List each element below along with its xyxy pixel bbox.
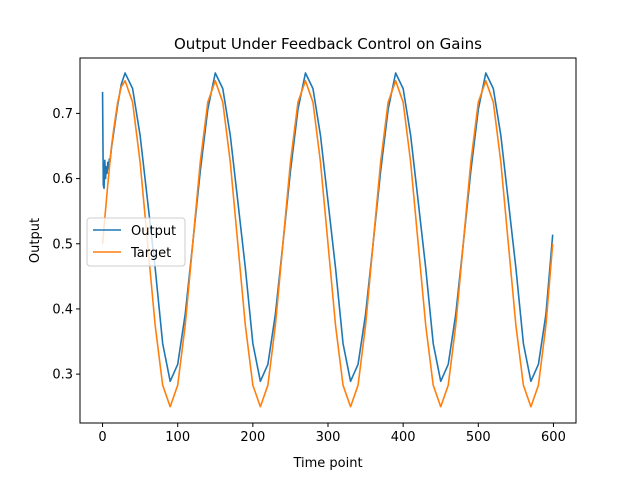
x-axis-label: Time point — [292, 456, 362, 471]
legend-label-target: Target — [130, 246, 171, 261]
y-tick-label: 0.5 — [52, 237, 73, 252]
y-tick-label: 0.6 — [52, 172, 73, 187]
chart-title: Output Under Feedback Control on Gains — [174, 35, 482, 53]
axis-ticks: 0 100 200 300 400 500 600 0.3 0.4 0.5 0.6 0.7 — [52, 107, 566, 445]
series-line-target — [101, 80, 554, 408]
x-tick-label: 200 — [240, 430, 265, 445]
x-tick-label: 400 — [391, 430, 416, 445]
x-tick-label: 300 — [316, 430, 341, 445]
legend: Output Target — [86, 217, 186, 267]
y-tick-label: 0.4 — [52, 302, 73, 317]
x-tick-label: 600 — [541, 430, 566, 445]
x-tick-label: 100 — [165, 430, 190, 445]
x-tick-label: 500 — [466, 430, 491, 445]
y-tick-label: 0.7 — [52, 107, 73, 122]
axes-frame — [79, 57, 577, 424]
y-tick-label: 0.3 — [52, 368, 73, 383]
plot-area — [101, 72, 554, 408]
legend-label-output: Output — [131, 224, 176, 239]
y-axis-label: Output — [28, 218, 43, 263]
x-tick-label: 0 — [98, 430, 106, 445]
